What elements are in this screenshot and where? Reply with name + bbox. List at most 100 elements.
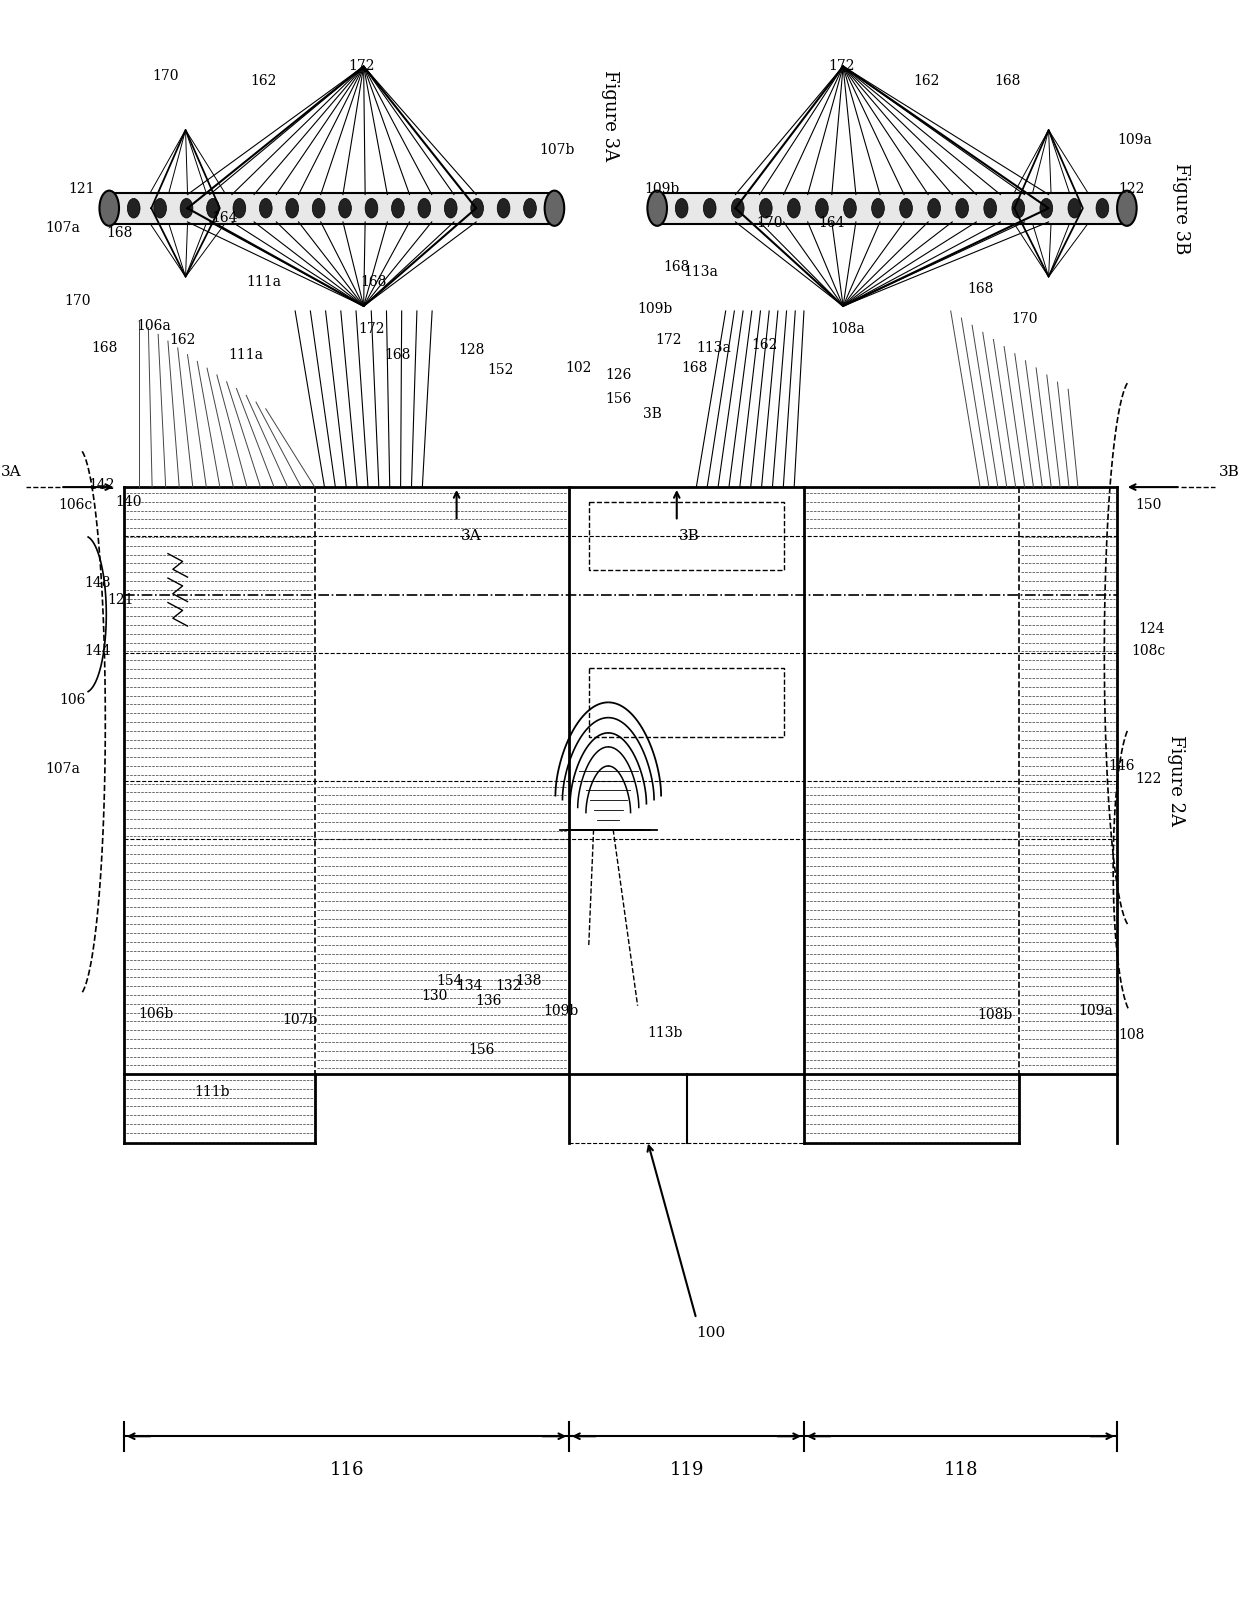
Text: 113a: 113a <box>683 264 719 279</box>
Ellipse shape <box>286 198 299 219</box>
Ellipse shape <box>676 198 688 219</box>
Text: 121: 121 <box>68 181 95 196</box>
Text: 108a: 108a <box>831 322 866 335</box>
Text: Figure 3A: Figure 3A <box>601 70 619 160</box>
Text: Figure 3B: Figure 3B <box>1172 162 1189 254</box>
Ellipse shape <box>99 191 119 225</box>
Text: 168: 168 <box>361 275 387 288</box>
Text: 3B: 3B <box>680 530 699 543</box>
Text: 109b: 109b <box>637 301 673 316</box>
Text: 118: 118 <box>944 1461 978 1479</box>
Ellipse shape <box>471 198 484 219</box>
Text: 108b: 108b <box>977 1009 1012 1022</box>
Text: 3A: 3A <box>461 530 481 543</box>
Ellipse shape <box>1068 198 1081 219</box>
Ellipse shape <box>1012 198 1024 219</box>
Ellipse shape <box>207 198 219 219</box>
Ellipse shape <box>1096 198 1109 219</box>
Text: 168: 168 <box>92 342 118 355</box>
Text: 132: 132 <box>495 978 522 993</box>
Text: 109b: 109b <box>645 181 680 196</box>
Text: 121: 121 <box>108 593 134 606</box>
Text: 109b: 109b <box>543 1004 579 1017</box>
Text: 138: 138 <box>515 974 541 988</box>
Text: 172: 172 <box>828 60 854 73</box>
Text: 122: 122 <box>1118 181 1145 196</box>
Text: 113b: 113b <box>647 1025 683 1040</box>
Text: 168: 168 <box>994 75 1021 87</box>
Bar <box>109 193 554 224</box>
Text: 154: 154 <box>436 974 463 988</box>
Text: 3B: 3B <box>642 407 662 421</box>
Text: 126: 126 <box>605 368 631 382</box>
Text: 109a: 109a <box>1117 133 1152 147</box>
Ellipse shape <box>787 198 800 219</box>
Text: 122: 122 <box>1135 771 1162 786</box>
Text: 111b: 111b <box>195 1085 229 1098</box>
Text: 168: 168 <box>105 225 133 240</box>
Ellipse shape <box>154 198 166 219</box>
Text: 146: 146 <box>1109 758 1135 773</box>
Text: 162: 162 <box>751 339 777 352</box>
Ellipse shape <box>544 191 564 225</box>
Text: 107a: 107a <box>45 761 79 776</box>
Ellipse shape <box>816 198 828 219</box>
Text: 170: 170 <box>1011 311 1038 326</box>
Text: 107a: 107a <box>45 220 79 235</box>
Text: 111a: 111a <box>247 275 281 288</box>
Text: 108c: 108c <box>1131 645 1166 658</box>
Ellipse shape <box>900 198 913 219</box>
Text: 107b: 107b <box>283 1014 317 1027</box>
Text: 109a: 109a <box>1078 1004 1114 1017</box>
Ellipse shape <box>983 198 997 219</box>
Text: 168: 168 <box>967 282 993 296</box>
Ellipse shape <box>759 198 773 219</box>
Text: 106a: 106a <box>136 319 171 332</box>
Text: 106c: 106c <box>58 497 92 512</box>
Ellipse shape <box>732 198 744 219</box>
Ellipse shape <box>872 198 884 219</box>
Text: 162: 162 <box>170 334 196 347</box>
Text: 106: 106 <box>58 693 86 708</box>
Ellipse shape <box>259 198 272 219</box>
Ellipse shape <box>843 198 857 219</box>
Bar <box>589 502 785 570</box>
Text: Figure 2A: Figure 2A <box>1167 735 1184 826</box>
Ellipse shape <box>703 198 715 219</box>
Text: 144: 144 <box>84 645 110 658</box>
Ellipse shape <box>497 198 510 219</box>
Text: 116: 116 <box>330 1461 363 1479</box>
Ellipse shape <box>180 198 193 219</box>
Text: 3A: 3A <box>1 465 21 480</box>
Text: 162: 162 <box>913 75 940 87</box>
Bar <box>657 193 1127 224</box>
Text: 168: 168 <box>663 259 689 274</box>
Ellipse shape <box>233 198 246 219</box>
Text: 140: 140 <box>115 494 143 509</box>
Text: 124: 124 <box>1138 622 1164 637</box>
Text: 156: 156 <box>605 392 631 407</box>
Ellipse shape <box>1040 198 1053 219</box>
Text: 108: 108 <box>1118 1029 1145 1042</box>
Text: 162: 162 <box>250 75 277 87</box>
Text: 107b: 107b <box>539 143 575 157</box>
Text: 170: 170 <box>153 70 180 83</box>
Text: 142: 142 <box>88 478 114 492</box>
Bar <box>589 667 785 737</box>
Text: 100: 100 <box>697 1327 725 1340</box>
Ellipse shape <box>365 198 378 219</box>
Text: 152: 152 <box>487 363 513 377</box>
Ellipse shape <box>444 198 458 219</box>
Text: 134: 134 <box>456 978 482 993</box>
Text: 172: 172 <box>348 60 374 73</box>
Text: 164: 164 <box>818 215 844 230</box>
Text: 170: 170 <box>64 295 92 308</box>
Text: 136: 136 <box>476 993 502 1008</box>
Ellipse shape <box>928 198 940 219</box>
Ellipse shape <box>1117 191 1137 225</box>
Ellipse shape <box>523 198 537 219</box>
Ellipse shape <box>418 198 430 219</box>
Text: 172: 172 <box>358 322 384 335</box>
Text: 148: 148 <box>84 577 110 590</box>
Text: 106b: 106b <box>139 1006 174 1021</box>
